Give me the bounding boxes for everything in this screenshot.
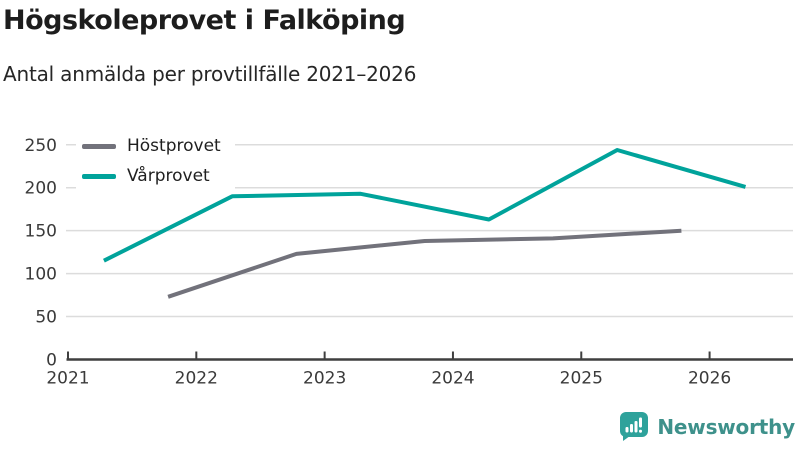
bar-tall [634, 421, 638, 433]
y-tick-label-250: 250 [25, 136, 57, 156]
chart-legend: Höstprovet Vårprovet [76, 130, 235, 192]
exclamation-bar [639, 417, 643, 428]
y-tick-label-200: 200 [25, 179, 57, 199]
chart-subtitle: Antal anmälda per provtillfälle 2021–202… [3, 62, 417, 86]
exclamation-dot [639, 429, 643, 433]
x-tick-label-2024: 2024 [431, 369, 474, 389]
newsworthy-branding: Newsworthy [619, 411, 795, 442]
chart-title: Högskoleprovet i Falköping [3, 5, 406, 36]
y-tick-label-50: 50 [35, 308, 57, 328]
legend-item-hostprovet: Höstprovet [82, 131, 221, 161]
y-tick-label-100: 100 [25, 265, 57, 285]
legend-label-hostprovet: Höstprovet [127, 136, 221, 156]
x-tick-label-2021: 2021 [46, 369, 89, 389]
x-tick-label-2023: 2023 [303, 369, 346, 389]
series-line-höstprovet [167, 228, 682, 299]
newsworthy-logo-text: Newsworthy [657, 414, 795, 439]
hostprovet-line-swatch [82, 143, 116, 149]
legend-item-varprovet: Vårprovet [82, 161, 221, 191]
x-tick-label-2025: 2025 [560, 369, 603, 389]
x-tick-label-2026: 2026 [688, 369, 731, 389]
x-tick-label-2022: 2022 [175, 369, 218, 389]
bar-small [625, 427, 629, 433]
y-tick-label-0: 0 [46, 351, 57, 371]
bar-medium [630, 424, 634, 433]
legend-label-varprovet: Vårprovet [127, 166, 210, 186]
y-tick-label-150: 150 [25, 222, 57, 242]
series-line-vårprovet [103, 148, 747, 263]
newsworthy-logo-icon [620, 412, 649, 441]
varprovet-line-swatch [82, 173, 116, 179]
